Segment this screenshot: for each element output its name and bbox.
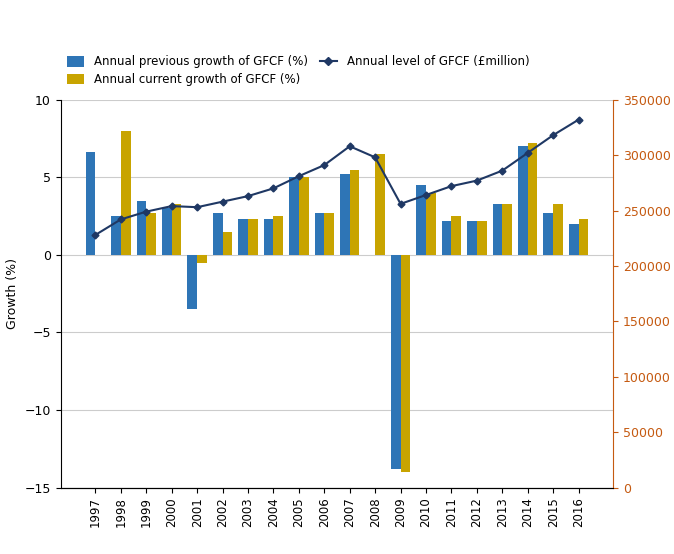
- Bar: [467, 220, 477, 255]
- Annual level of GFCF (£million): [92, 232, 100, 238]
- Annual level of GFCF (£million): [168, 203, 176, 209]
- Bar: [222, 232, 233, 255]
- Annual level of GFCF (£million): [472, 177, 481, 184]
- Bar: [518, 146, 528, 255]
- Bar: [391, 255, 400, 469]
- Bar: [324, 213, 334, 255]
- Bar: [441, 220, 452, 255]
- Bar: [477, 220, 487, 255]
- Annual level of GFCF (£million): [574, 116, 582, 123]
- Annual level of GFCF (£million): [524, 150, 532, 156]
- Bar: [197, 255, 207, 263]
- Annual level of GFCF (£million): [371, 154, 379, 161]
- Bar: [493, 204, 502, 255]
- Bar: [426, 193, 435, 255]
- Y-axis label: Growth (%): Growth (%): [6, 258, 19, 329]
- Bar: [111, 216, 121, 255]
- Annual level of GFCF (£million): [498, 167, 506, 174]
- Bar: [400, 255, 410, 472]
- Bar: [146, 213, 156, 255]
- Annual level of GFCF (£million): [346, 143, 354, 150]
- Bar: [375, 154, 385, 255]
- Line: Annual level of GFCF (£million): Annual level of GFCF (£million): [93, 117, 581, 237]
- Annual level of GFCF (£million): [422, 192, 430, 198]
- Annual level of GFCF (£million): [549, 132, 557, 138]
- Bar: [569, 224, 578, 255]
- Annual level of GFCF (£million): [244, 193, 252, 199]
- Bar: [187, 255, 197, 309]
- Bar: [264, 219, 274, 255]
- Bar: [299, 177, 309, 255]
- Bar: [340, 174, 350, 255]
- Bar: [213, 213, 222, 255]
- Bar: [350, 170, 359, 255]
- Bar: [502, 204, 512, 255]
- Bar: [543, 213, 553, 255]
- Annual level of GFCF (£million): [295, 173, 303, 179]
- Bar: [578, 219, 588, 255]
- Bar: [121, 131, 131, 255]
- Annual level of GFCF (£million): [117, 216, 125, 223]
- Annual level of GFCF (£million): [448, 183, 456, 189]
- Bar: [452, 216, 461, 255]
- Bar: [417, 185, 426, 255]
- Bar: [289, 177, 299, 255]
- Legend: Annual previous growth of GFCF (%), Annual current growth of GFCF (%), Annual le: Annual previous growth of GFCF (%), Annu…: [67, 55, 529, 86]
- Annual level of GFCF (£million): [193, 204, 202, 211]
- Bar: [315, 213, 324, 255]
- Bar: [274, 216, 283, 255]
- Annual level of GFCF (£million): [270, 185, 278, 192]
- Bar: [553, 204, 563, 255]
- Annual level of GFCF (£million): [218, 198, 226, 205]
- Bar: [239, 219, 248, 255]
- Bar: [248, 219, 257, 255]
- Bar: [172, 204, 181, 255]
- Bar: [162, 208, 172, 255]
- Annual level of GFCF (£million): [142, 208, 150, 215]
- Bar: [86, 152, 96, 255]
- Bar: [528, 143, 537, 255]
- Bar: [137, 201, 146, 255]
- Annual level of GFCF (£million): [396, 201, 404, 207]
- Annual level of GFCF (£million): [320, 162, 328, 168]
